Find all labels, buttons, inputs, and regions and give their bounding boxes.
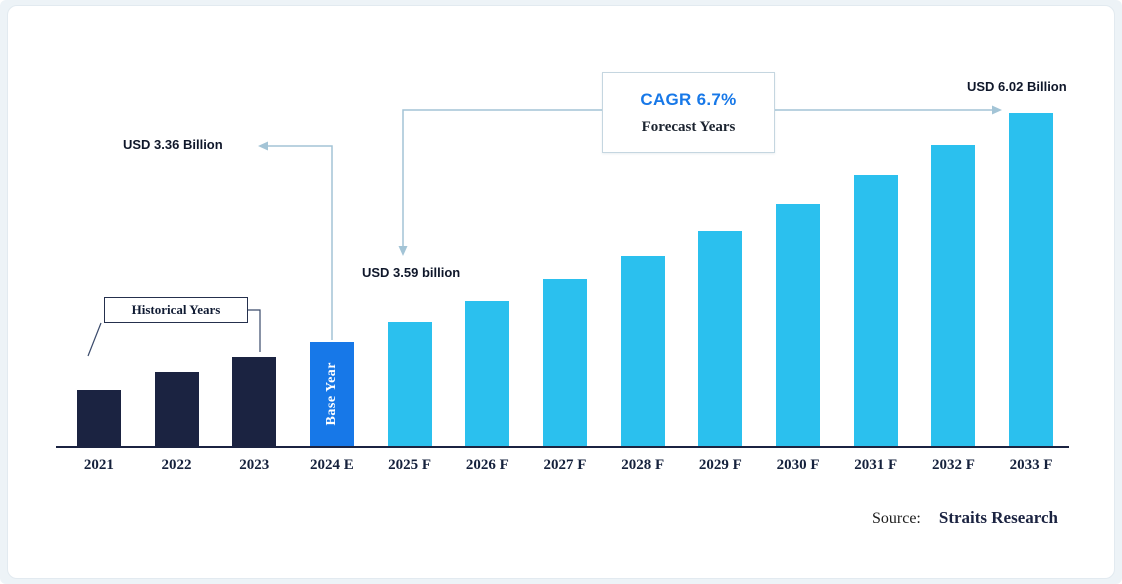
x-axis-labels: 2021 2022 2023 2024 E 2025 F 2026 F 2027 F 2028… xyxy=(60,457,1070,474)
x-tick-2022: 2022 xyxy=(161,457,192,473)
x-tick-2031-f: 2031 F xyxy=(854,457,898,473)
cagr-value: CAGR 6.7% xyxy=(640,89,737,109)
bar-column-2033-f xyxy=(992,46,1070,446)
source-name: Straits Research xyxy=(938,508,1058,527)
value-label-2033: USD 6.02 Billion xyxy=(967,79,1067,94)
bar-2030-f xyxy=(776,204,821,446)
bar-2031-f xyxy=(853,175,898,446)
bar-2021 xyxy=(76,390,121,446)
bar-2027-f xyxy=(542,279,587,446)
bar-column-2021 xyxy=(60,46,138,446)
x-axis-line xyxy=(56,446,1069,448)
bar-2026-f xyxy=(465,301,510,446)
source-line: Source: Straits Research xyxy=(872,508,1058,528)
historical-years-label: Historical Years xyxy=(131,302,221,317)
x-tick-2028-f: 2028 F xyxy=(621,457,665,473)
bar-2023 xyxy=(232,357,277,446)
forecast-years-label: Forecast Years xyxy=(641,118,736,135)
base-year-label: Base Year xyxy=(323,362,339,426)
bar-column-2029-f xyxy=(682,46,760,446)
x-tick-2021: 2021 xyxy=(83,457,114,473)
x-tick-2033-f: 2033 F xyxy=(1009,457,1053,473)
x-tick-2024-e: 2024 E xyxy=(310,457,354,473)
x-tick-2032-f: 2032 F xyxy=(931,457,975,473)
bar-2024-e: Base Year xyxy=(309,342,354,446)
bar-column-2028-f xyxy=(604,46,682,446)
bar-2022 xyxy=(154,372,199,446)
historical-years-box: Historical Years xyxy=(104,297,248,323)
x-tick-2025-f: 2025 F xyxy=(388,457,432,473)
bar-column-2031-f xyxy=(837,46,915,446)
bar-2028-f xyxy=(620,256,665,446)
x-tick-2030-f: 2030 F xyxy=(776,457,820,473)
source-label: Source: xyxy=(871,510,921,527)
value-label-2025: USD 3.59 billion xyxy=(362,265,461,280)
bar-column-2025-f xyxy=(371,46,449,446)
bar-2025-f xyxy=(387,322,432,446)
value-label-2024: USD 3.36 Billion xyxy=(123,137,223,152)
bar-column-2024-e: Base Year xyxy=(293,46,371,446)
bar-column-2023 xyxy=(215,46,293,446)
bar-column-2030-f xyxy=(759,46,837,446)
cagr-box: CAGR 6.7% Forecast Years xyxy=(602,72,775,153)
x-tick-2026-f: 2026 F xyxy=(465,457,509,473)
x-tick-2029-f: 2029 F xyxy=(698,457,742,473)
bar-column-2032-f xyxy=(915,46,993,446)
bar-2029-f xyxy=(698,231,743,446)
x-tick-2023: 2023 xyxy=(239,457,270,473)
bars: Base Year xyxy=(60,46,1070,446)
bar-2033-f xyxy=(1009,113,1054,446)
bar-column-2026-f xyxy=(448,46,526,446)
bar-column-2027-f xyxy=(526,46,604,446)
x-tick-2027-f: 2027 F xyxy=(543,457,587,473)
bar-column-2022 xyxy=(138,46,216,446)
bar-2032-f xyxy=(931,145,976,446)
